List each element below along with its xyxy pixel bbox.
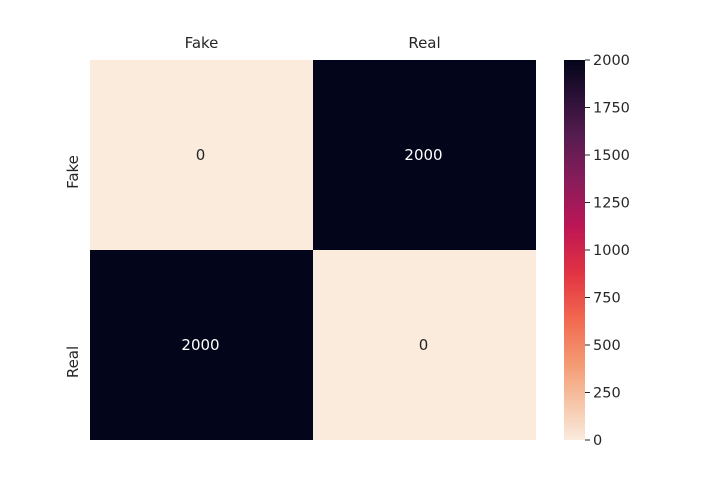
x-tick-labels: Fake Real <box>185 34 441 52</box>
heatmap-cell <box>313 60 536 250</box>
y-tick-labels: Fake Real <box>64 155 82 378</box>
heatmap-cell-value: 0 <box>419 336 429 354</box>
heatmap-cell-value: 2000 <box>181 336 219 354</box>
heatmap-cell <box>90 60 313 250</box>
colorbar-tick-label: 2000 <box>593 53 630 69</box>
x-tick-label: Fake <box>185 34 219 52</box>
colorbar-tick-label: 250 <box>593 386 621 402</box>
heatmap-cell-value: 2000 <box>404 146 442 164</box>
colorbar: 0 250 500 750 1000 1250 1500 1750 2000 <box>564 53 630 449</box>
colorbar-tick-label: 1000 <box>593 243 630 259</box>
colorbar-ticks: 0 250 500 750 1000 1250 1500 1750 2000 <box>585 53 630 449</box>
colorbar-tick-label: 1750 <box>593 101 630 117</box>
colorbar-tick-label: 500 <box>593 338 621 354</box>
y-tick-label: Real <box>64 346 82 378</box>
y-tick-label: Fake <box>64 155 82 189</box>
colorbar-tick-label: 1250 <box>593 196 630 212</box>
colorbar-tick-label: 750 <box>593 291 621 307</box>
x-tick-label: Real <box>408 34 440 52</box>
heatmap-cell-labels: 0 2000 2000 0 <box>181 146 442 354</box>
colorbar-tick-label: 1500 <box>593 148 630 164</box>
heatmap-cell-value: 0 <box>196 146 206 164</box>
colorbar-tick-label: 0 <box>593 433 602 449</box>
heatmap-cells <box>90 60 536 440</box>
heatmap-cell <box>90 250 313 440</box>
heatmap-cell <box>313 250 536 440</box>
colorbar-gradient <box>564 60 585 440</box>
